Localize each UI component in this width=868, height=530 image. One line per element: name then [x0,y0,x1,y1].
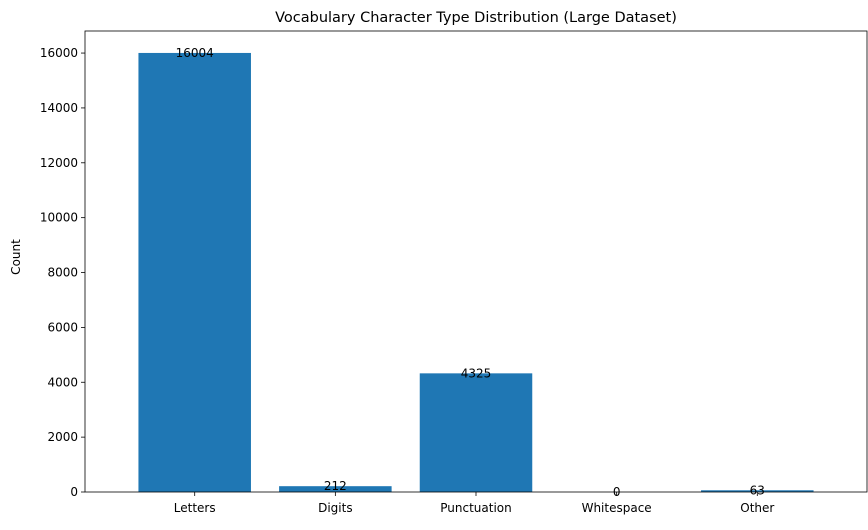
y-tick-label: 2000 [47,430,78,444]
x-tick-label: Other [740,501,774,515]
plot-frame [84,30,868,493]
y-tick-label: 8000 [47,266,78,280]
y-tick-label: 16000 [40,46,78,60]
x-tick-label: Digits [318,501,352,515]
y-tick-label: 6000 [47,320,78,334]
y-axis-ticks: 0 2000 4000 6000 8000 10000 12000 14000 16000 [40,46,85,499]
y-tick-label: 12000 [40,156,78,170]
x-tick-label: Letters [174,501,216,515]
bar-letters [138,52,251,493]
data-label-letters: 16004 [176,46,214,60]
x-tick-label: Whitespace [582,501,652,515]
data-label-punctuation: 4325 [461,366,492,380]
bars [138,52,814,493]
x-axis-ticks: Letters Digits Punctuation Whitespace Other [174,492,774,515]
y-axis-label: Count [9,239,23,275]
data-label-other: 63 [750,483,765,497]
y-tick-label: 0 [70,485,78,499]
y-tick-label: 14000 [40,101,78,115]
bar-punctuation [419,373,533,492]
y-tick-label: 4000 [47,375,78,389]
chart-title: Vocabulary Character Type Distribution (… [275,10,677,26]
data-label-digits: 212 [324,479,347,493]
bar-digits [279,486,392,492]
y-tick-label: 10000 [40,211,78,225]
x-tick-label: Punctuation [440,501,511,515]
bar-other [701,490,814,492]
